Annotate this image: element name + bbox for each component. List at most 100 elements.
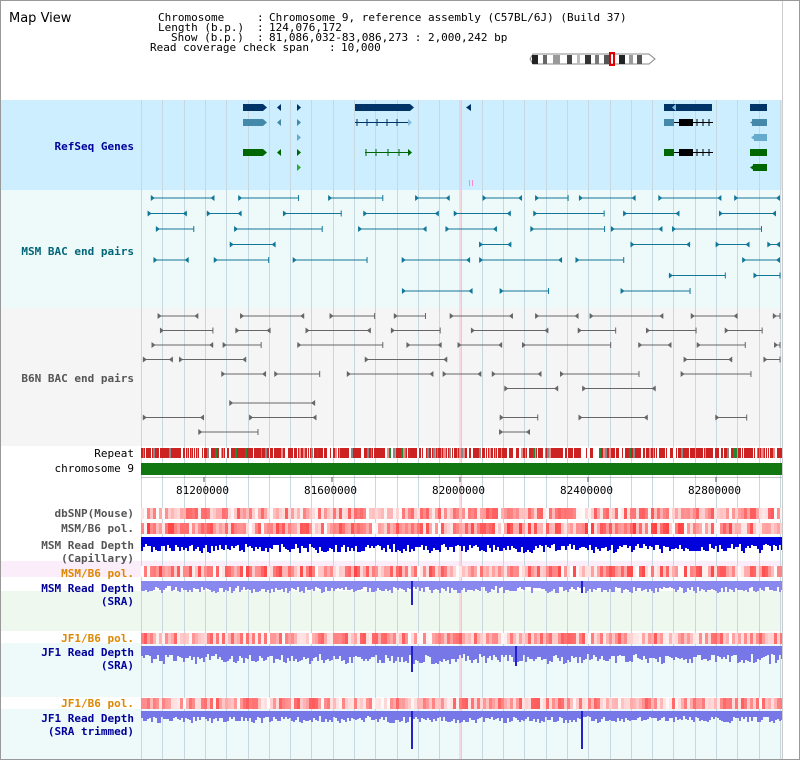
msm-capillary-depth-bar xyxy=(255,537,257,547)
repeat-segment xyxy=(457,448,458,458)
msm-capillary-depth-bar xyxy=(767,537,769,545)
repeat-segment xyxy=(615,448,616,458)
msm-b6-pol-cell xyxy=(453,523,456,534)
track-label-msm-b6-pol-2[interactable]: MSM/B6 pol. xyxy=(61,567,134,580)
track-label-jf1-depth-trim-1[interactable]: JF1 Read Depth xyxy=(41,712,134,725)
msm-capillary-depth-bar xyxy=(345,537,347,552)
jf1-sra-depth-bar xyxy=(569,646,571,662)
track-label-b6n-bac[interactable]: B6N BAC end pairs xyxy=(21,372,134,385)
repeat-segment xyxy=(595,448,597,458)
jf1-sra-depth-bar xyxy=(619,646,621,655)
jf1-b6-pol-2-cell xyxy=(378,698,381,709)
msm-b6-pol-2-cell xyxy=(360,566,363,577)
jf1-b6-pol-cell xyxy=(444,633,447,644)
jf1-sra-depth-bar xyxy=(587,646,589,654)
track-label-jf1-depth-sra-2: (SRA) xyxy=(100,659,134,672)
msm-capillary-depth-bar xyxy=(481,537,483,550)
msm-capillary-depth-bar xyxy=(419,537,421,547)
jf1-b6-pol-2-cell xyxy=(249,698,252,709)
jf1-b6-pol-cell xyxy=(606,633,609,644)
dbsnp-cell xyxy=(741,508,744,519)
dbsnp-cell xyxy=(447,508,450,519)
track-label-jf1-pol-1[interactable]: JF1/B6 pol. xyxy=(61,632,134,645)
msm-b6-pol-cell xyxy=(288,523,291,534)
track-label-refseq[interactable]: RefSeq Genes xyxy=(54,140,134,153)
msm-b6-pol-cell xyxy=(717,523,720,534)
track-label-jf1-pol-2[interactable]: JF1/B6 pol. xyxy=(61,697,134,710)
repeat-segment xyxy=(435,448,436,458)
jf1-b6-pol-2-cell xyxy=(621,698,624,709)
msm-capillary-depth-bar xyxy=(237,537,239,545)
chromosome-bar[interactable] xyxy=(141,463,782,475)
repeat-segment xyxy=(351,448,353,458)
jf1-b6-pol-cell xyxy=(147,633,150,644)
chromosome-ideogram[interactable] xyxy=(529,51,659,67)
refseq-gene-track[interactable] xyxy=(1,100,800,190)
jf1-b6-pol-2-cell xyxy=(345,698,348,709)
msm-bac-pair xyxy=(282,210,342,217)
msm-b6-pol-2-cell xyxy=(363,566,366,577)
jf1-b6-pol-cell xyxy=(621,633,624,644)
msm-b6-pol-cell xyxy=(669,523,672,534)
lower-data-tracks[interactable] xyxy=(141,508,782,760)
track-label-dbsnp[interactable]: dbSNP(Mouse) xyxy=(54,507,134,520)
msm-b6-pol-cell xyxy=(687,523,690,534)
repeat-segment xyxy=(261,448,262,458)
msm-b6-pol-cell xyxy=(681,523,684,534)
jf1-sra-depth-bar xyxy=(181,646,183,658)
track-label-repeat[interactable]: Repeat xyxy=(94,447,134,460)
track-label-jf1-depth-sra-1[interactable]: JF1 Read Depth xyxy=(41,646,134,659)
dbsnp-cell xyxy=(696,508,699,519)
msm-bac-pair xyxy=(578,195,636,201)
msm-capillary-depth-bar xyxy=(221,537,223,549)
msm-bac-pair xyxy=(630,241,691,248)
msm-sra-depth-bar xyxy=(201,581,203,587)
jf1-sra-depth-bar xyxy=(585,646,587,659)
msm-b6-pol-cell xyxy=(750,523,753,534)
track-label-msm-depth-sra-1[interactable]: MSM Read Depth xyxy=(41,582,134,595)
jf1-trim-depth-bar xyxy=(561,711,563,718)
repeat-segment xyxy=(599,448,601,458)
msm-capillary-depth-bar xyxy=(469,537,471,545)
jf1-b6-pol-cell xyxy=(195,633,198,644)
jf1-b6-pol-2-cell xyxy=(762,698,765,709)
msm-b6-pol-2-cell xyxy=(267,566,270,577)
msm-b6-pol-2-cell xyxy=(165,566,168,577)
dbsnp-cell xyxy=(474,508,477,519)
msm-capillary-depth-bar xyxy=(203,537,205,548)
jf1-b6-pol-2-cell xyxy=(690,698,693,709)
msm-b6-pol-2-cell xyxy=(519,566,522,577)
msm-bac-end-pairs-track[interactable] xyxy=(1,190,800,308)
dbsnp-cell xyxy=(618,508,621,519)
track-label-msm-depth-capillary-1[interactable]: MSM Read Depth xyxy=(41,539,134,552)
msm-b6-pol-cell xyxy=(306,523,309,534)
msm-b6-pol-2-cell xyxy=(249,566,252,577)
jf1-trim-depth-bar xyxy=(491,711,493,717)
refseq-gene-single xyxy=(466,104,471,111)
msm-b6-pol-cell xyxy=(324,523,327,534)
repeat-segment xyxy=(433,448,435,458)
dbsnp-cell xyxy=(231,508,234,519)
msm-b6-pol-2-cell xyxy=(768,566,771,577)
jf1-sra-depth-bar xyxy=(663,646,665,663)
jf1-b6-pol-2-cell xyxy=(270,698,273,709)
msm-b6-pol-cell xyxy=(444,523,447,534)
dbsnp-cell xyxy=(480,508,483,519)
msm-capillary-depth-bar xyxy=(683,537,685,551)
track-label-msm-b6-pol-1[interactable]: MSM/B6 pol. xyxy=(61,522,134,535)
msm-b6-pol-cell xyxy=(504,523,507,534)
b6n-bac-end-pairs-track[interactable] xyxy=(1,308,800,446)
jf1-trim-depth-bar xyxy=(235,711,237,721)
jf1-b6-pol-cell xyxy=(609,633,612,644)
repeat-segment xyxy=(723,448,724,458)
repeat-track[interactable] xyxy=(141,448,782,458)
track-label-msm-bac[interactable]: MSM BAC end pairs xyxy=(21,245,134,258)
repeat-segment xyxy=(181,448,183,458)
track-label-chromosome[interactable]: chromosome 9 xyxy=(54,462,134,475)
jf1-sra-depth-bar xyxy=(581,646,583,663)
jf1-trim-depth-bar xyxy=(219,711,221,718)
jf1-trim-depth-bar xyxy=(375,711,377,719)
msm-sra-depth-bar xyxy=(421,581,423,588)
dbsnp-cell xyxy=(669,508,672,519)
msm-b6-pol-cell xyxy=(660,523,663,534)
